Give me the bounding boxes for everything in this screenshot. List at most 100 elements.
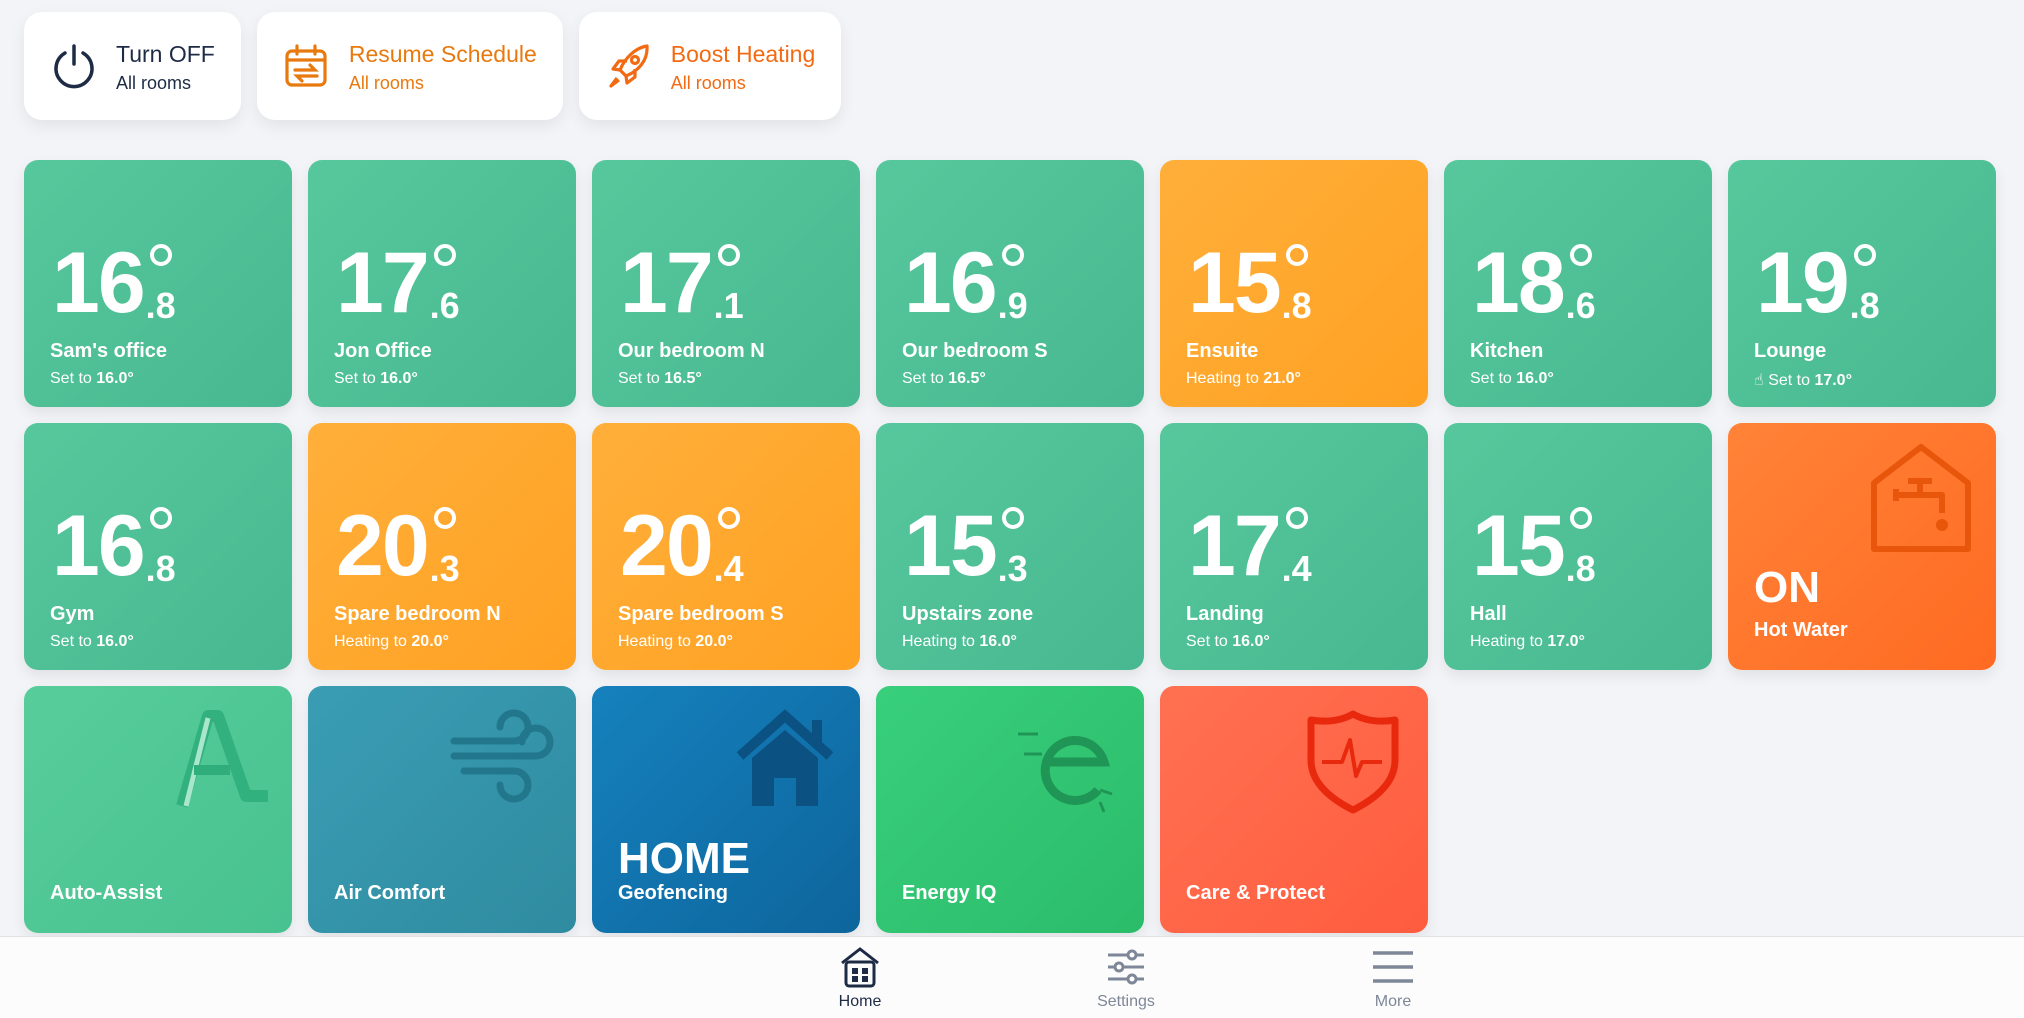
degree-icon: [433, 244, 456, 266]
room-temperature: 15 .8: [1472, 503, 1596, 589]
setpoint-value: 21.0°: [1263, 370, 1301, 387]
room-name: Landing: [1186, 603, 1264, 625]
temperature-integer: 16: [52, 235, 146, 331]
setpoint-prefix: Heating to: [334, 633, 412, 650]
temperature-decimal: .3: [429, 548, 460, 589]
room-tile[interactable]: 20 .3 Spare bedroom N Heating to 20.0°: [308, 423, 576, 670]
room-name: Jon Office: [334, 340, 432, 362]
room-tile[interactable]: 15 .8 Ensuite Heating to 21.0°: [1160, 160, 1428, 407]
room-temperature: 20 .3: [336, 503, 460, 589]
feature-tile-energy-iq[interactable]: Energy IQ: [876, 686, 1144, 933]
room-name: Ensuite: [1186, 340, 1259, 362]
room-tile[interactable]: 16 .8 Gym Set to 16.0°: [24, 423, 292, 670]
temperature-integer: 17: [620, 235, 714, 331]
degree-icon: [1001, 507, 1024, 529]
room-tile[interactable]: 15 .8 Hall Heating to 17.0°: [1444, 423, 1712, 670]
room-tile[interactable]: 20 .4 Spare bedroom S Heating to 20.0°: [592, 423, 860, 670]
wind-icon: [446, 706, 556, 816]
room-grid: 16 .8 Sam's office Set to 16.0° 17 .6 Jo…: [24, 160, 1996, 933]
nav-more[interactable]: More: [1333, 945, 1453, 1011]
degree-icon: [1569, 244, 1592, 266]
geofencing-status: HOME: [618, 834, 750, 883]
setpoint-prefix: Set to: [618, 370, 665, 387]
room-tile[interactable]: 15 .3 Upstairs zone Heating to 16.0°: [876, 423, 1144, 670]
temperature-decimal: .9: [997, 285, 1028, 326]
auto-assist-icon: [162, 706, 272, 816]
hot-water-label: Hot Water: [1754, 619, 1848, 641]
room-temperature: 19 .8: [1756, 240, 1880, 326]
room-setpoint: Heating to 17.0°: [1470, 633, 1585, 651]
setpoint-value: 16.0°: [1232, 633, 1270, 650]
room-setpoint: Heating to 20.0°: [334, 633, 449, 651]
setpoint-value: 16.0°: [380, 370, 418, 387]
room-temperature: 17 .6: [336, 240, 460, 326]
setpoint-value: 20.0°: [695, 633, 733, 650]
house-icon: [730, 706, 840, 816]
setpoint-prefix: Set to: [50, 370, 97, 387]
room-tile[interactable]: 16 .9 Our bedroom S Set to 16.5°: [876, 160, 1144, 407]
room-name: Hall: [1470, 603, 1507, 625]
room-temperature: 18 .6: [1472, 240, 1596, 326]
feature-tile-auto-assist[interactable]: Auto-Assist: [24, 686, 292, 933]
room-tile[interactable]: 17 .6 Jon Office Set to 16.0°: [308, 160, 576, 407]
setpoint-value: 16.0°: [96, 633, 134, 650]
setpoint-value: 20.0°: [411, 633, 449, 650]
resume-schedule-button[interactable]: Resume Schedule All rooms: [256, 12, 563, 120]
setpoint-prefix: Set to: [50, 633, 97, 650]
hot-water-icon: [1866, 443, 1976, 553]
degree-icon: [717, 244, 740, 266]
resume-schedule-sub: All rooms: [348, 72, 424, 93]
nav-settings[interactable]: Settings: [1066, 945, 1186, 1011]
room-tile[interactable]: 17 .1 Our bedroom N Set to 16.5°: [592, 160, 860, 407]
setpoint-prefix: Heating to: [902, 633, 980, 650]
temperature-integer: 20: [336, 498, 430, 594]
temperature-integer: 17: [1188, 498, 1282, 594]
feature-tile-geofencing[interactable]: HOME Geofencing: [592, 686, 860, 933]
feature-tile-air-comfort[interactable]: Air Comfort: [308, 686, 576, 933]
rocket-icon: [609, 44, 649, 88]
room-temperature: 17 .1: [620, 240, 744, 326]
setpoint-value: 16.0°: [979, 633, 1017, 650]
temperature-integer: 20: [620, 498, 714, 594]
manual-control-icon: ☝: [1754, 372, 1769, 389]
room-name: Kitchen: [1470, 340, 1544, 362]
temperature-decimal: .4: [713, 548, 744, 589]
feature-label: Auto-Assist: [50, 882, 163, 904]
setpoint-prefix: Set to: [902, 370, 949, 387]
temperature-integer: 16: [904, 235, 998, 331]
room-tile[interactable]: 16 .8 Sam's office Set to 16.0°: [24, 160, 292, 407]
degree-icon: [1569, 507, 1592, 529]
room-setpoint: Set to 16.5°: [902, 370, 986, 388]
room-setpoint: Set to 16.5°: [618, 370, 702, 388]
temperature-decimal: .4: [1281, 548, 1312, 589]
boost-heating-label: Boost Heating: [670, 40, 816, 67]
room-setpoint: Set to 16.0°: [50, 633, 134, 651]
setpoint-value: 16.5°: [948, 370, 986, 387]
setpoint-value: 16.5°: [664, 370, 702, 387]
room-name: Spare bedroom N: [334, 603, 501, 625]
sliders-icon: [1108, 949, 1144, 985]
room-temperature: 17 .4: [1188, 503, 1312, 589]
room-name: Sam's office: [50, 340, 168, 362]
setpoint-value: 16.0°: [96, 370, 134, 387]
feature-label: Energy IQ: [902, 882, 997, 904]
room-name: Spare bedroom S: [618, 603, 784, 625]
temperature-decimal: .6: [429, 285, 460, 326]
turn-off-button[interactable]: Turn OFF All rooms: [24, 12, 241, 120]
shield-pulse-icon: [1298, 706, 1408, 816]
boost-heating-button[interactable]: Boost Heating All rooms: [578, 12, 842, 120]
room-temperature: 16 .8: [52, 240, 176, 326]
hot-water-tile[interactable]: ON Hot Water: [1728, 423, 1996, 670]
room-tile[interactable]: 19 .8 Lounge ☝ Set to 17.0°: [1728, 160, 1996, 407]
degree-icon: [433, 507, 456, 529]
degree-icon: [1285, 507, 1308, 529]
temperature-integer: 17: [336, 235, 430, 331]
nav-home[interactable]: Home: [800, 945, 920, 1011]
feature-tile-care-protect[interactable]: Care & Protect: [1160, 686, 1428, 933]
room-tile[interactable]: 17 .4 Landing Set to 16.0°: [1160, 423, 1428, 670]
feature-label: Air Comfort: [334, 882, 446, 904]
room-tile[interactable]: 18 .6 Kitchen Set to 16.0°: [1444, 160, 1712, 407]
room-temperature: 16 .8: [52, 503, 176, 589]
nav-more-label: More: [1374, 993, 1412, 1010]
turn-off-label: Turn OFF: [116, 40, 215, 67]
